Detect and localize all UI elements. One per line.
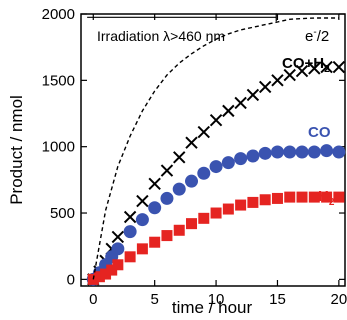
- data-point-h2: [173, 224, 185, 236]
- y-axis-ticks: 0 500 1000 1500 2000: [42, 6, 345, 288]
- data-point-co: [246, 149, 260, 163]
- data-point-h2: [333, 191, 345, 203]
- y-tick-label: 1000: [42, 139, 75, 156]
- x-tick-label: 20: [331, 291, 347, 308]
- data-point-co: [283, 145, 297, 159]
- data-point-h2: [93, 271, 105, 283]
- data-point-co: [221, 156, 235, 170]
- y-tick-label: 1500: [42, 72, 75, 89]
- data-point-h2: [210, 207, 222, 219]
- data-point-co-h2: [234, 96, 247, 110]
- data-point-co-h2: [320, 60, 333, 74]
- data-point-h2: [284, 191, 296, 203]
- data-point-co: [270, 145, 284, 159]
- data-point-co: [160, 191, 174, 205]
- e-half-label-sup: -: [313, 27, 316, 38]
- data-point-co-h2: [197, 125, 210, 139]
- x-tick-label: 15: [269, 291, 286, 308]
- series-co: [86, 144, 346, 286]
- data-point-co-h2: [295, 64, 309, 78]
- data-point-h2: [235, 199, 247, 211]
- data-point-h2: [186, 218, 198, 230]
- series-line-e-2: [92, 17, 339, 280]
- data-point-h2: [271, 192, 283, 204]
- data-point-co: [258, 146, 272, 160]
- data-point-h2: [198, 212, 210, 224]
- data-point-co-h2: [160, 164, 174, 177]
- y-axis-label: Product / nmol: [7, 95, 26, 205]
- irradiation-annotation: Irradiation λ>460 nm: [87, 13, 277, 44]
- co-label: CO: [308, 124, 331, 141]
- x-axis-label: time / hour: [172, 298, 253, 317]
- data-point-co-h2: [173, 151, 186, 164]
- h2-label-sub: 2: [329, 197, 335, 208]
- data-point-h2: [321, 191, 333, 203]
- y-tick-label: 2000: [42, 6, 75, 23]
- data-point-h2: [247, 196, 259, 208]
- data-point-co: [197, 166, 211, 180]
- data-point-co-h2: [308, 62, 321, 75]
- data-point-h2: [149, 236, 161, 248]
- data-point-co-h2: [111, 230, 125, 244]
- data-point-h2: [136, 243, 148, 255]
- h2-label-base: H: [318, 188, 329, 205]
- data-point-h2: [259, 194, 271, 206]
- x-tick-label: 0: [89, 291, 97, 308]
- data-point-co: [135, 213, 149, 227]
- data-point-co: [320, 144, 334, 158]
- y-tick-label: 500: [50, 205, 75, 222]
- data-point-h2: [296, 191, 308, 203]
- data-point-h2: [222, 203, 234, 215]
- data-point-co-h2: [271, 74, 284, 87]
- data-point-co: [185, 174, 199, 188]
- data-point-co-h2: [258, 80, 272, 94]
- data-point-co: [111, 242, 125, 256]
- series-h2: [87, 191, 345, 285]
- series-e-2: [92, 17, 339, 280]
- e-half-label-base: e: [305, 28, 313, 45]
- data-point-co: [234, 152, 248, 166]
- data-point-co-h2: [123, 210, 137, 224]
- data-point-co-h2: [222, 104, 235, 118]
- data-point-co-h2: [209, 113, 223, 127]
- y-tick-label: 0: [67, 271, 75, 288]
- data-point-co: [148, 201, 162, 215]
- data-point-h2: [161, 230, 173, 242]
- co-h2-label-base: CO+H: [282, 55, 324, 72]
- data-point-h2: [106, 264, 118, 276]
- h2-label: H2: [318, 188, 335, 208]
- data-point-co-h2: [148, 177, 161, 191]
- co-h2-label-sub: 2: [324, 64, 330, 75]
- data-point-h2: [308, 191, 320, 203]
- data-point-co: [172, 182, 186, 196]
- e-half-label-tail: /2: [317, 28, 330, 45]
- co-h2-label: CO+H2: [282, 55, 330, 75]
- irradiation-label: Irradiation λ>460 nm: [97, 28, 225, 44]
- data-point-co-h2: [185, 136, 198, 149]
- data-point-co-h2: [332, 60, 346, 74]
- e-half-label: e-/2: [305, 27, 329, 45]
- data-point-co: [123, 225, 137, 239]
- data-point-h2: [124, 251, 136, 263]
- data-point-co: [307, 145, 321, 159]
- data-point-co: [209, 160, 223, 174]
- data-point-co: [332, 145, 346, 159]
- data-point-h2: [112, 259, 124, 271]
- data-point-co: [295, 145, 309, 159]
- series-layer: [86, 17, 346, 286]
- x-tick-label: 5: [151, 291, 159, 308]
- x-tick-label: 10: [208, 291, 225, 308]
- data-point-co-h2: [246, 88, 260, 102]
- data-point-co-h2: [283, 68, 296, 82]
- data-point-co-h2: [136, 194, 149, 208]
- data-point-h2: [100, 268, 112, 280]
